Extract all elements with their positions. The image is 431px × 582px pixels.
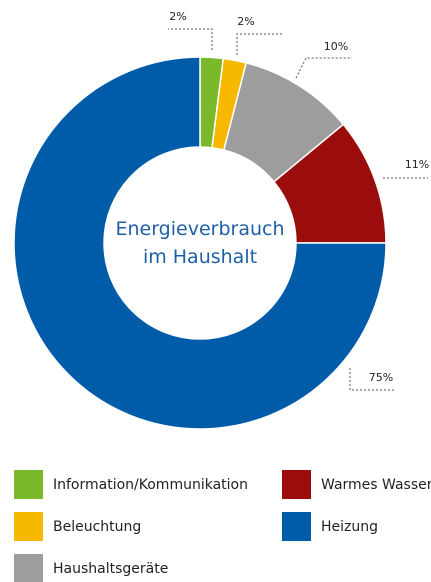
data-label: 10% <box>324 40 348 53</box>
legend-swatch <box>282 512 311 541</box>
legend-label: Warmes Wasser <box>321 477 431 493</box>
leader-line <box>168 28 213 50</box>
chart-title: Energieverbrauch im Haushalt <box>115 218 285 268</box>
data-label: 2% <box>237 15 254 28</box>
data-label: 11% <box>405 158 429 171</box>
data-label: 2% <box>169 10 186 23</box>
legend-label: Haushaltsgeräte <box>53 561 168 577</box>
legend-swatch <box>282 470 311 499</box>
legend-label: Heizung <box>321 519 378 535</box>
leader-line <box>295 57 352 79</box>
legend-swatch <box>14 512 43 541</box>
leader-line <box>236 33 282 55</box>
legend-label: Information/Kommunikation <box>53 477 248 493</box>
slice <box>13 56 387 430</box>
leader-line <box>349 368 395 391</box>
legend-label: Beleuchtung <box>53 519 141 535</box>
data-label: 75% <box>369 371 393 384</box>
legend-swatch <box>14 470 43 499</box>
legend-swatch <box>14 554 43 582</box>
